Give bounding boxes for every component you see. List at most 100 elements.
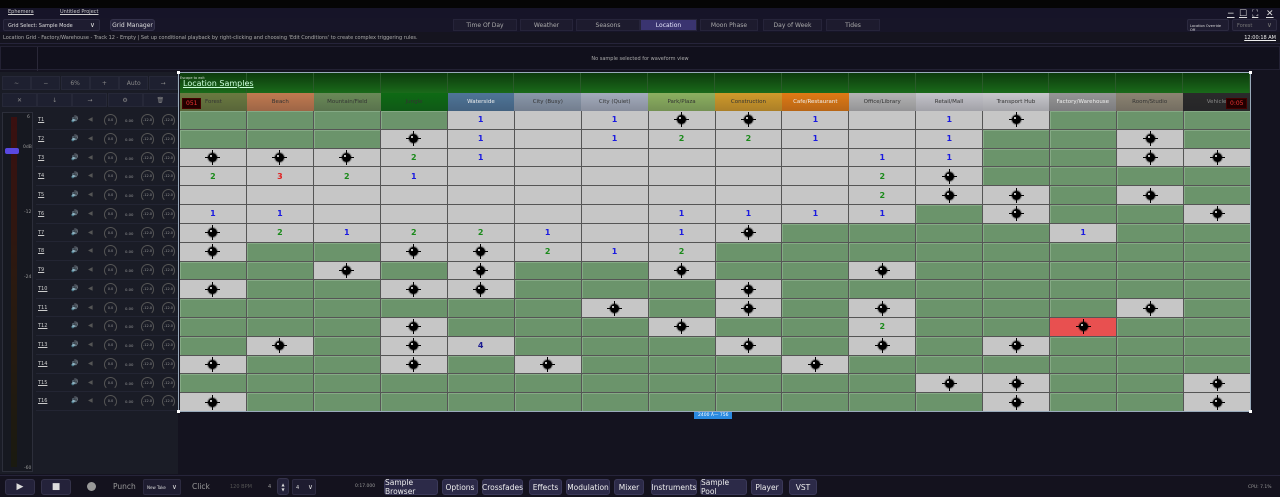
tab-weather[interactable]: Weather <box>520 19 573 31</box>
grid-cell[interactable] <box>313 355 380 374</box>
pan-knob[interactable]: 0.0 <box>104 151 117 165</box>
grid-cell[interactable] <box>1117 317 1184 336</box>
sample-slot[interactable] <box>782 73 849 93</box>
grid-cell[interactable]: 1 <box>447 111 514 129</box>
grid-cell[interactable] <box>180 336 246 355</box>
grid-cell[interactable] <box>581 336 648 355</box>
speaker-icon[interactable]: 🔊 <box>71 284 79 292</box>
grid-cell[interactable] <box>313 280 380 299</box>
grid-cell[interactable] <box>447 186 514 205</box>
selection-box[interactable] <box>177 71 1252 413</box>
location-select[interactable]: Forest ∨ <box>1232 19 1277 31</box>
grid-cell[interactable] <box>1184 223 1250 242</box>
track-tool-button[interactable]: + <box>89 76 119 90</box>
grid-cell[interactable] <box>514 374 581 393</box>
track-label[interactable]: T4 <box>38 173 45 180</box>
grid-cell[interactable] <box>180 148 246 167</box>
grid-cell[interactable] <box>1117 355 1184 374</box>
send-knob[interactable]: -12.0 <box>141 264 154 277</box>
grid-cell[interactable] <box>180 242 246 261</box>
resize-handle[interactable] <box>177 71 180 74</box>
grid-cell[interactable] <box>983 393 1050 411</box>
grid-cell[interactable] <box>849 393 916 411</box>
grid-cell[interactable] <box>581 393 648 411</box>
speaker-icon[interactable]: 🔊 <box>71 303 79 311</box>
grid-cell[interactable] <box>916 205 983 223</box>
panel-button-sample-pool[interactable]: Sample Pool <box>700 478 747 496</box>
grid-cell[interactable] <box>715 186 782 205</box>
grid-cell[interactable] <box>983 129 1050 148</box>
grid-cell[interactable] <box>782 374 849 393</box>
track-tool-button[interactable]: ⚙ <box>107 93 143 107</box>
sample-slot[interactable] <box>1116 73 1184 93</box>
grid-cell[interactable]: 1 <box>180 205 246 223</box>
column-header[interactable]: Mountain/Field <box>313 93 381 111</box>
grid-cell[interactable] <box>581 148 648 167</box>
grid-cell[interactable] <box>1050 393 1117 411</box>
grid-manager-button[interactable]: Grid Manager <box>110 19 155 31</box>
speaker-icon[interactable]: 🔊 <box>71 228 79 236</box>
grid-cell[interactable] <box>1184 129 1250 148</box>
grid-cell[interactable] <box>1050 205 1117 223</box>
pan-knob[interactable]: 0.0 <box>104 207 117 221</box>
column-header[interactable]: Beach <box>246 93 314 111</box>
send-knob[interactable]: -12.0 <box>141 282 154 296</box>
grid-cell[interactable] <box>916 223 983 242</box>
grid-cell[interactable] <box>1184 393 1250 411</box>
grid-cell[interactable] <box>313 317 380 336</box>
grid-cell[interactable] <box>916 393 983 411</box>
grid-cell[interactable]: 1 <box>648 223 715 242</box>
tab-tides[interactable]: Tides <box>826 19 880 31</box>
grid-cell[interactable] <box>983 317 1050 336</box>
grid-cell[interactable] <box>380 261 447 280</box>
send-knob[interactable]: -12.0 <box>162 264 175 277</box>
grid-cell[interactable] <box>581 261 648 280</box>
grid-cell[interactable] <box>1184 355 1250 374</box>
pan-knob[interactable]: 0.0 <box>104 395 117 409</box>
grid-cell[interactable] <box>648 355 715 374</box>
track-tool-button[interactable]: ✕ <box>2 93 37 107</box>
grid-cell[interactable]: 2 <box>648 242 715 261</box>
grid-cell[interactable] <box>916 317 983 336</box>
panel-button-sample-browser[interactable]: Sample Browser <box>384 478 438 496</box>
track-tool-button[interactable]: → <box>72 93 108 107</box>
grid-cell[interactable] <box>1117 129 1184 148</box>
grid-cell[interactable] <box>1050 111 1117 129</box>
track-label[interactable]: T15 <box>38 379 48 386</box>
grid-cell[interactable] <box>180 280 246 299</box>
speaker-icon[interactable]: 🔊 <box>71 266 79 273</box>
grid-cell[interactable] <box>313 299 380 317</box>
tab-location[interactable]: Location <box>640 19 697 31</box>
punch-toggle[interactable]: Punch <box>113 482 136 491</box>
mute-icon[interactable]: ◀ <box>88 209 93 217</box>
send-knob[interactable]: -12.0 <box>162 132 175 146</box>
sample-slot[interactable] <box>1049 73 1117 93</box>
grid-cell[interactable] <box>246 111 313 129</box>
grid-cell[interactable] <box>1050 261 1117 280</box>
grid-cell[interactable] <box>1184 111 1250 129</box>
track-tool-button[interactable]: 6% <box>60 76 90 90</box>
time-sig-top[interactable]: 4 <box>268 484 272 490</box>
grid-cell[interactable] <box>983 280 1050 299</box>
grid-cell[interactable] <box>514 393 581 411</box>
grid-cell[interactable] <box>380 129 447 148</box>
track-label[interactable]: T8 <box>38 248 45 255</box>
grid-cell[interactable]: 1 <box>648 205 715 223</box>
send-knob[interactable]: -12.0 <box>162 282 175 296</box>
maximize-icon[interactable]: ☐ <box>1239 9 1248 19</box>
grid-cell[interactable] <box>447 355 514 374</box>
grid-cell[interactable] <box>1050 355 1117 374</box>
track-label[interactable]: T1 <box>38 117 45 123</box>
send-knob[interactable]: -12.0 <box>141 245 154 259</box>
mute-icon[interactable]: ◀ <box>88 228 93 236</box>
grid-cell[interactable] <box>1117 336 1184 355</box>
grid-cell[interactable] <box>648 317 715 336</box>
grid-cell[interactable] <box>715 167 782 186</box>
grid-cell[interactable] <box>648 261 715 280</box>
grid-cell[interactable] <box>447 242 514 261</box>
grid-cell[interactable] <box>849 355 916 374</box>
master-fader[interactable]: 6 0dB -12 -24 -60 <box>2 112 33 472</box>
sample-slot[interactable] <box>849 73 916 93</box>
grid-cell[interactable]: 2 <box>849 167 916 186</box>
grid-cell[interactable] <box>180 261 246 280</box>
